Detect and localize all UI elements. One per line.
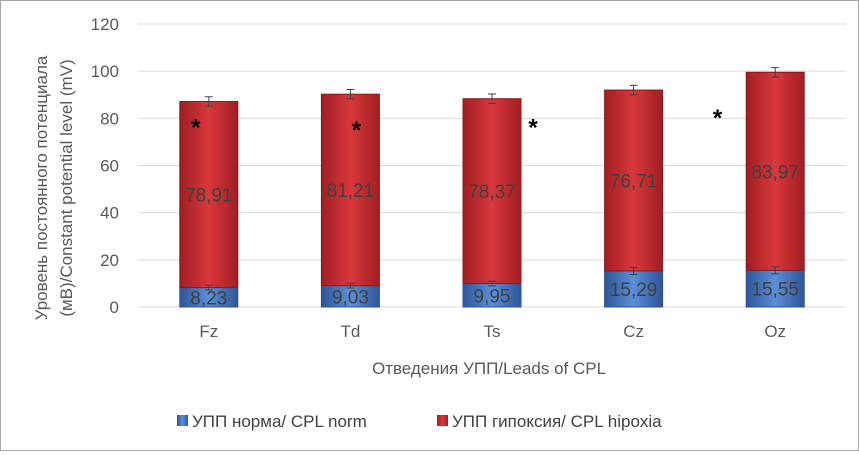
bar-norm <box>604 270 664 308</box>
legend: УПП норма/ CPL norm УПП гипоксия/ CPL hi… <box>177 412 662 431</box>
y-tick-label: 20 <box>100 251 119 270</box>
significance-star: * <box>191 114 201 141</box>
legend-swatch-hypoxia <box>437 415 448 426</box>
y-axis-title-line2: (мВ)/Constant potential level (mV) <box>57 59 76 316</box>
data-label: 8,23 <box>190 288 227 309</box>
x-tick-label: Td <box>340 322 360 341</box>
y-tick-label: 40 <box>100 204 119 223</box>
legend-label-hypoxia: УПП гипоксия/ CPL hipoxia <box>452 412 662 431</box>
x-axis-categories: Fz Td Ts Cz Oz <box>199 322 786 341</box>
significance-star: * <box>528 114 538 141</box>
significance-star: * <box>352 117 362 144</box>
significance-markers: ***** <box>191 105 723 144</box>
y-axis-title-line1: Уровень постоянного потенциала <box>32 55 51 320</box>
data-label: 15,29 <box>610 280 658 301</box>
bar-norm <box>745 269 805 308</box>
data-label: 81,21 <box>327 181 375 202</box>
data-label: 83,97 <box>751 162 799 183</box>
legend-swatch-norm <box>177 415 188 426</box>
data-label: 76,71 <box>610 171 658 192</box>
bar-hypoxia <box>745 71 805 271</box>
y-tick-label: 0 <box>110 298 119 317</box>
x-tick-label: Oz <box>764 322 786 341</box>
x-tick-label: Ts <box>484 322 501 341</box>
y-tick-label: 60 <box>100 157 119 176</box>
data-label: 15,55 <box>751 280 799 301</box>
data-label: 78,37 <box>468 182 516 203</box>
y-axis-ticks: 0 20 40 60 80 100 120 <box>91 15 119 317</box>
bar-hypoxia <box>320 93 380 287</box>
data-label: 78,91 <box>185 186 233 207</box>
y-tick-label: 100 <box>91 62 119 81</box>
significance-star: * <box>713 105 723 132</box>
error-bars <box>204 67 780 291</box>
y-tick-label: 120 <box>91 15 119 34</box>
data-label: 9,03 <box>332 287 369 308</box>
x-axis-title: Отведения УПП/Leads of CPL <box>372 359 606 378</box>
bar-hypoxia <box>604 89 664 272</box>
x-tick-label: Fz <box>199 322 218 341</box>
y-tick-label: 80 <box>100 109 119 128</box>
legend-label-norm: УПП норма/ CPL norm <box>192 412 367 431</box>
data-labels: 8,23 78,91 9,03 81,21 9,95 78,37 15,29 76,71 15,… <box>185 162 799 309</box>
x-tick-label: Cz <box>623 322 644 341</box>
data-label: 9,95 <box>474 286 511 307</box>
bars <box>179 71 805 308</box>
